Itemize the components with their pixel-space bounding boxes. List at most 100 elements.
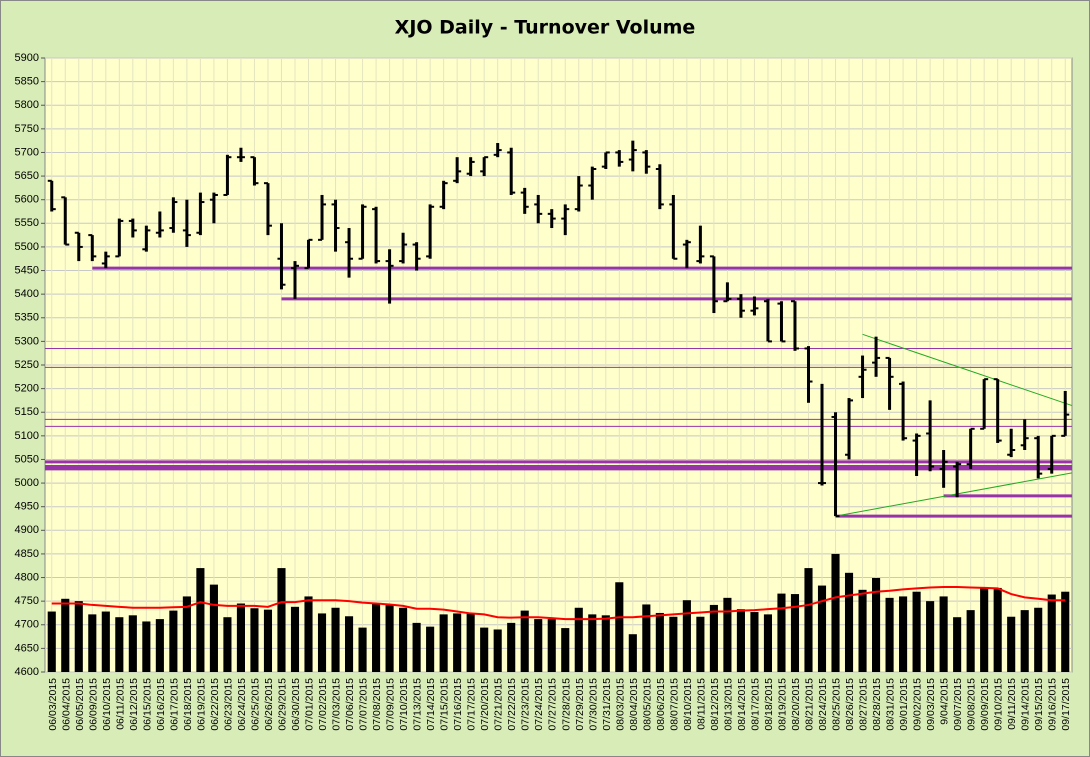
volume-bar <box>290 606 300 672</box>
volume-bar <box>507 622 516 672</box>
trendline <box>862 333 1073 407</box>
y-tick-label: 5700 <box>15 146 39 158</box>
y-tick-label: 5100 <box>15 430 39 442</box>
x-tick-label: 06/04/2015 <box>60 678 72 731</box>
volume-bar <box>547 619 556 672</box>
volume-bar <box>885 597 894 672</box>
x-tick-label: 08/20/2015 <box>790 678 802 731</box>
x-tick-label: 06/22/2015 <box>209 678 221 731</box>
x-tick-label: 09/15/2015 <box>1033 678 1045 731</box>
volume-bar <box>750 612 759 672</box>
volume-bar <box>953 617 962 672</box>
x-tick-label: 08/10/2015 <box>682 678 694 731</box>
x-tick-label: 08/26/2015 <box>844 678 856 731</box>
volume-bar <box>642 604 651 672</box>
volume-bar <box>426 626 435 672</box>
x-tick-label: 07/14/2015 <box>425 678 437 731</box>
volume-bar <box>520 610 529 672</box>
y-tick-label: 5450 <box>15 264 39 276</box>
volume-bar <box>61 598 70 672</box>
y-tick-label: 4700 <box>15 619 39 631</box>
volume-bar <box>209 584 218 672</box>
volume-bar <box>1007 616 1016 672</box>
volume-bar <box>263 609 273 672</box>
x-tick-label: 09/11/2015 <box>1006 678 1018 730</box>
x-tick-label: 08/06/2015 <box>655 678 667 731</box>
x-tick-label: 07/20/2015 <box>479 678 491 731</box>
volume-bar <box>236 603 245 672</box>
volume-bar <box>250 608 259 672</box>
y-tick-label: 4850 <box>15 548 39 560</box>
y-tick-label: 5800 <box>15 99 39 111</box>
y-tick-label: 5650 <box>15 170 39 182</box>
x-tick-label: 08/27/2015 <box>858 678 870 731</box>
x-tick-label: 08/19/2015 <box>776 678 788 731</box>
x-tick-label: 06/23/2015 <box>222 678 234 731</box>
x-tick-label: 08/28/2015 <box>871 678 883 731</box>
volume-bar <box>601 615 610 672</box>
y-tick-label: 4750 <box>15 595 39 607</box>
volume-bar <box>993 587 1002 672</box>
volume-bar <box>615 582 624 672</box>
x-tick-label: 07/09/2015 <box>385 678 397 731</box>
volume-bar <box>980 586 989 672</box>
x-tick-label: 07/15/2015 <box>439 678 451 731</box>
volume-bar <box>115 617 124 672</box>
x-tick-label: 06/24/2015 <box>236 678 248 731</box>
volume-bar <box>155 619 164 672</box>
x-tick-label: 06/11/2015 <box>114 678 126 730</box>
x-tick-label: 06/12/2015 <box>128 678 140 731</box>
x-tick-label: 06/18/2015 <box>182 678 194 731</box>
volume-bar <box>1020 610 1029 672</box>
volume-bar <box>723 597 732 672</box>
x-tick-label: 07/13/2015 <box>412 678 424 731</box>
x-tick-label: 08/04/2015 <box>628 678 640 731</box>
x-tick-label: 07/29/2015 <box>574 678 586 731</box>
volume-bar <box>74 601 83 672</box>
x-tick-label: 9/04/2015 <box>939 678 951 725</box>
volume-bar <box>628 634 637 672</box>
x-tick-label: 07/22/2015 <box>506 678 518 731</box>
volume-bar <box>926 601 935 672</box>
volume-bar <box>1061 591 1070 672</box>
x-tick-label: 08/14/2015 <box>736 678 748 731</box>
volume-bar <box>277 568 286 672</box>
volume-bar <box>561 628 570 672</box>
x-tick-label: 07/28/2015 <box>560 678 572 731</box>
volume-bar <box>101 611 110 672</box>
x-tick-label: 07/30/2015 <box>587 678 599 731</box>
x-tick-label: 07/06/2015 <box>344 678 356 731</box>
x-tick-label: 08/13/2015 <box>722 678 734 731</box>
volume-bar <box>1047 594 1056 672</box>
moving-average-line <box>51 585 1066 621</box>
volume-bar <box>709 604 718 672</box>
y-tick-label: 5600 <box>15 194 39 206</box>
y-tick-label: 4950 <box>15 501 39 513</box>
volume-bar <box>385 603 394 672</box>
x-tick-label: 06/19/2015 <box>195 678 207 731</box>
x-tick-label: 09/01/2015 <box>898 678 910 731</box>
x-tick-label: 06/09/2015 <box>87 678 99 731</box>
volume-bar <box>872 578 881 672</box>
x-tick-label: 07/01/2015 <box>304 678 316 731</box>
y-tick-label: 5500 <box>15 241 39 253</box>
volume-bar <box>574 607 583 672</box>
volume-bar <box>331 607 340 672</box>
volume-bar <box>817 585 827 672</box>
x-tick-label: 08/07/2015 <box>668 678 680 731</box>
x-tick-label: 06/03/2015 <box>47 678 59 731</box>
x-tick-label: 09/17/2015 <box>1060 678 1072 731</box>
x-tick-label: 08/17/2015 <box>749 678 761 731</box>
x-tick-label: 07/02/2015 <box>317 678 329 731</box>
volume-bar <box>372 603 381 672</box>
trendline <box>835 472 1073 517</box>
volume-bar <box>480 627 489 672</box>
volume-bar <box>304 596 313 672</box>
x-tick-label: 07/10/2015 <box>398 678 410 731</box>
x-tick-label: 07/07/2015 <box>358 678 370 731</box>
x-tick-label: 09/02/2015 <box>912 678 924 731</box>
x-tick-label: 06/25/2015 <box>249 678 261 731</box>
volume-bar <box>358 627 367 672</box>
y-tick-label: 5150 <box>15 406 39 418</box>
volume-bar <box>912 591 921 672</box>
